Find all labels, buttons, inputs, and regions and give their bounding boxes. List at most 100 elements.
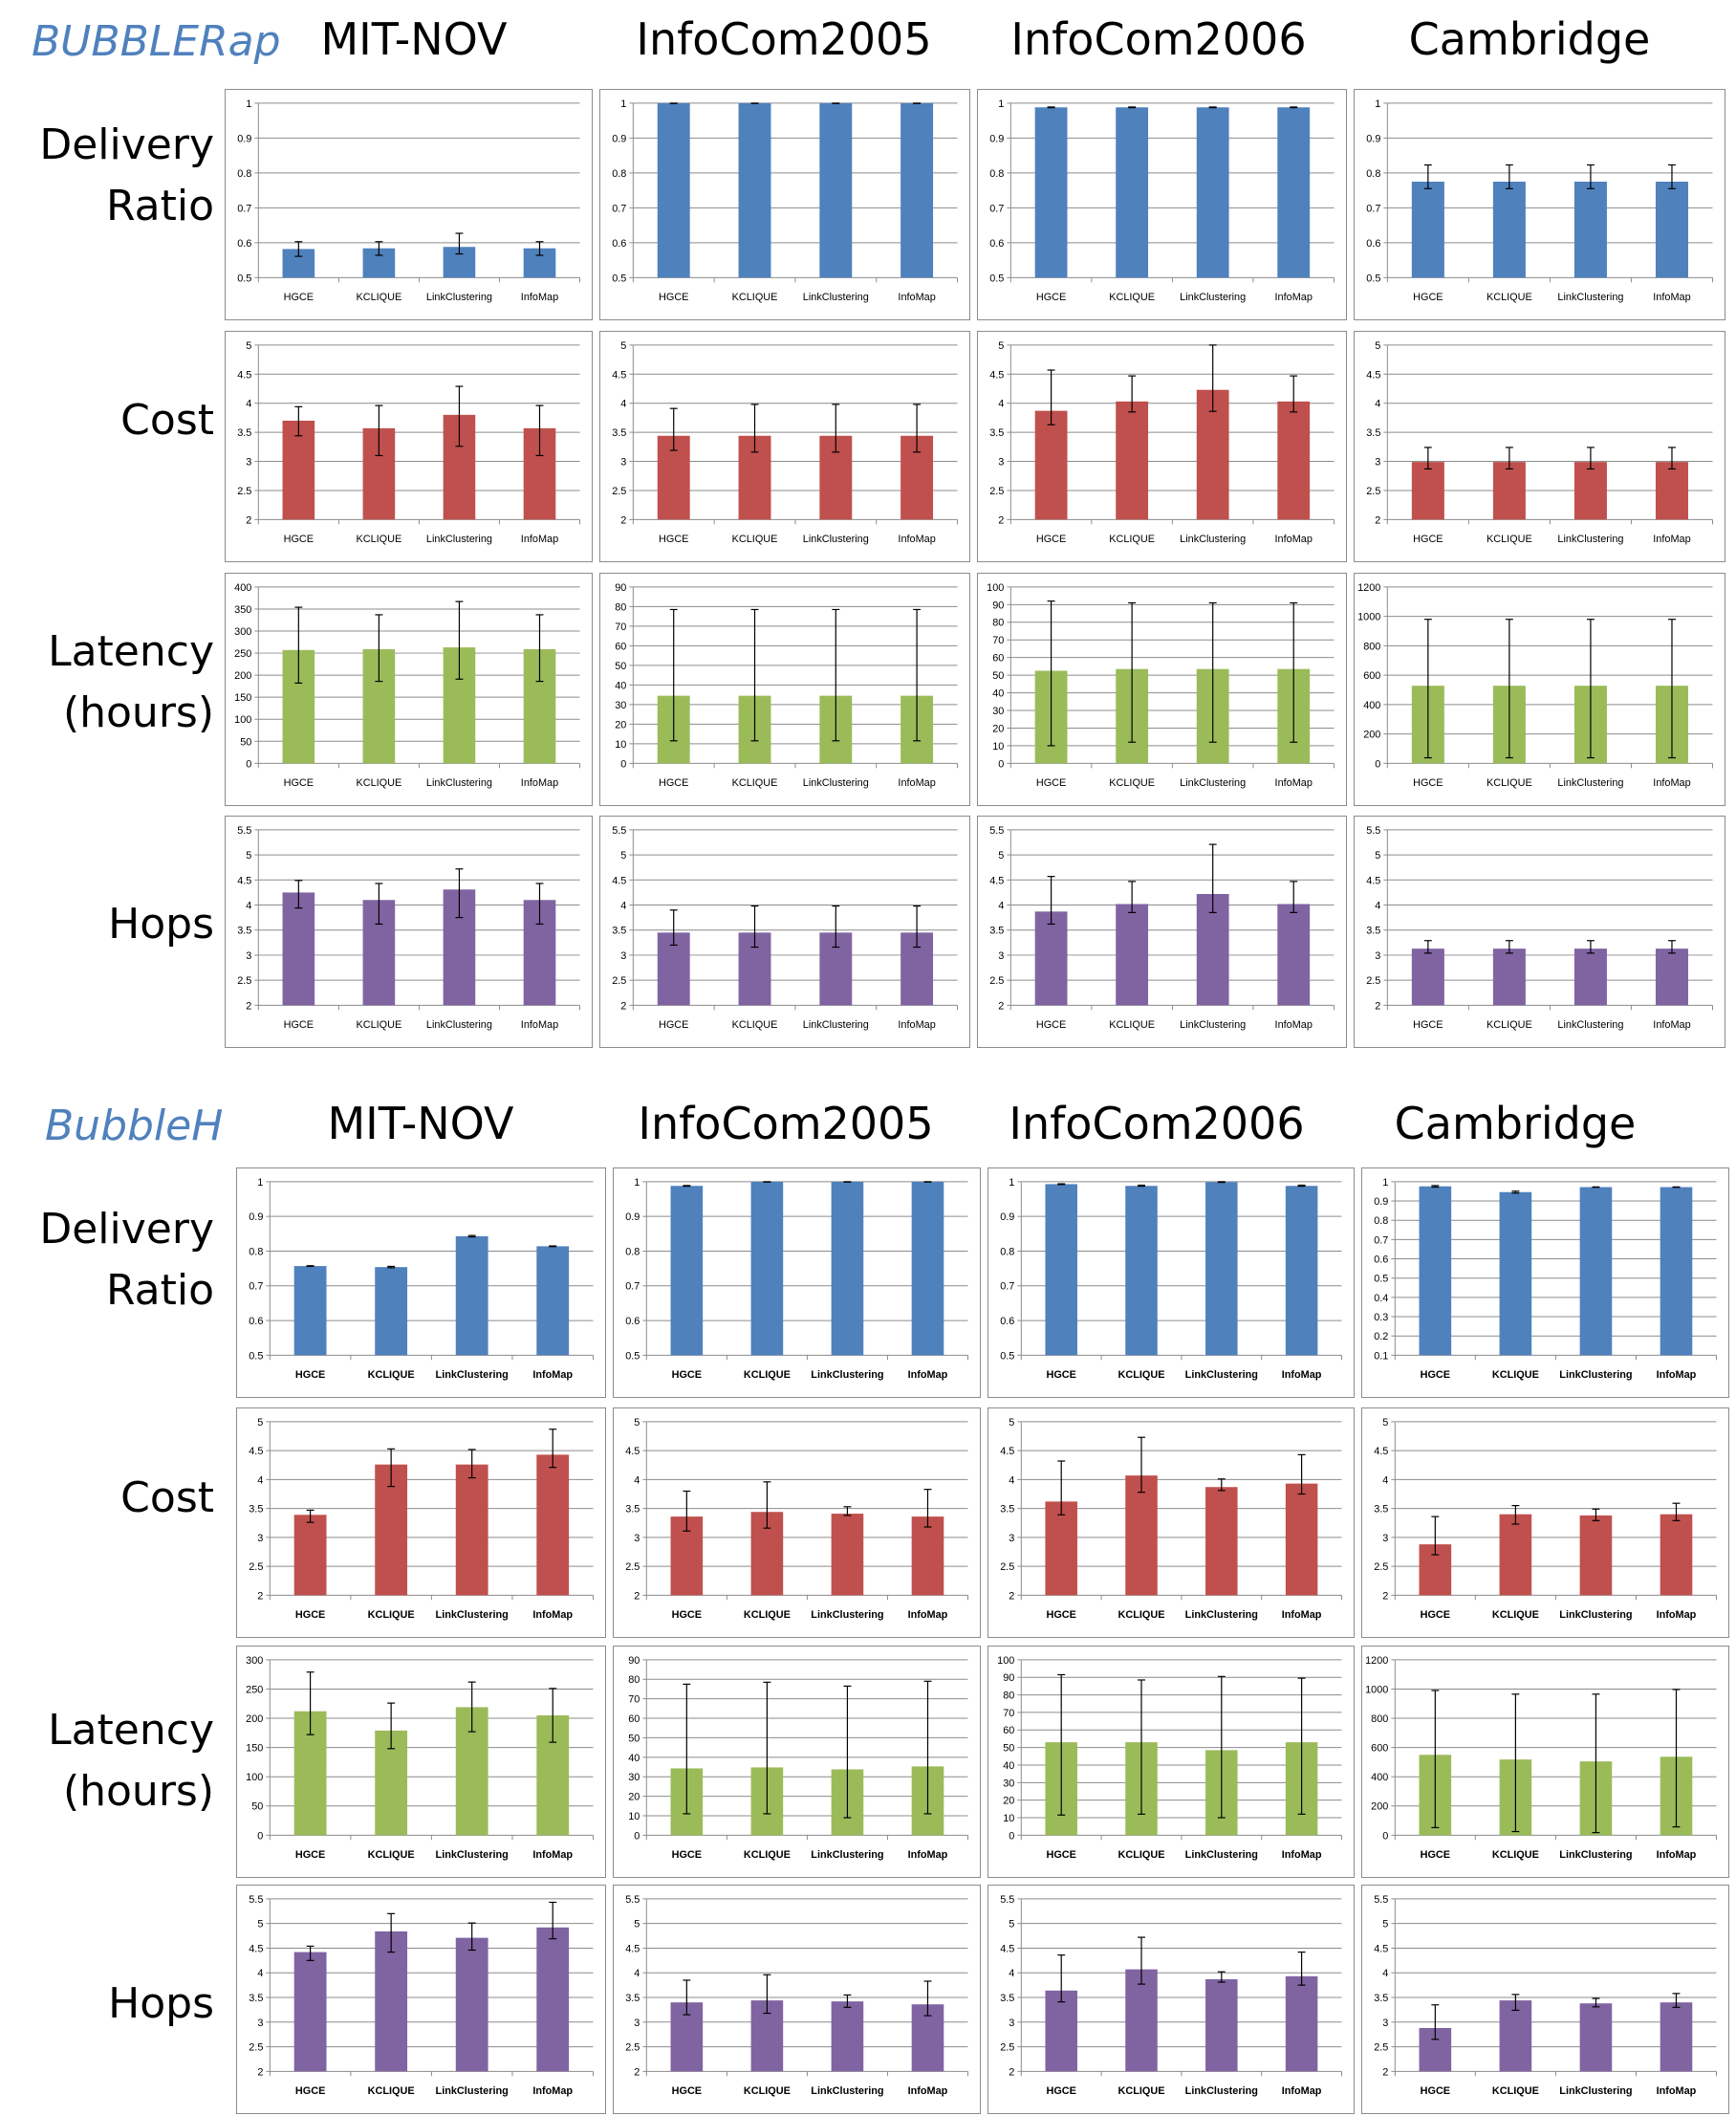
y-tick-label: 150 <box>246 1743 263 1755</box>
x-category-label: HGCE <box>1413 777 1443 789</box>
bar-hgce <box>1419 1186 1452 1356</box>
y-tick-label: 20 <box>628 1792 640 1803</box>
bar-infomap <box>1277 107 1311 278</box>
y-tick-label: 3.5 <box>1366 926 1380 937</box>
bar-infomap <box>536 1927 570 2072</box>
y-tick-label: 0.9 <box>1374 1196 1388 1208</box>
x-category-label: HGCE <box>284 292 314 303</box>
y-tick-label: 0.6 <box>1366 238 1380 250</box>
y-tick-label: 2.5 <box>625 2042 640 2054</box>
bar-hgce <box>670 1186 704 1356</box>
y-tick-label: 3.5 <box>1374 1993 1388 2004</box>
y-tick-label: 2.5 <box>1374 1561 1388 1573</box>
chart-svg: 0.5 0.6 0.7 0.8 0.9 1 HGCE KCLIQUE LinkClusterin… <box>237 98 581 303</box>
bar-infomap <box>1655 462 1688 520</box>
y-tick-label: 30 <box>628 1772 640 1783</box>
chart-bubbleh-infocom2006-cost: 2 2.5 3 3.5 4 4.5 5 HGCE KCLIQUE LinkClustering In… <box>987 1407 1355 1638</box>
x-category-label: KCLIQUE <box>1118 1849 1164 1861</box>
y-tick-label: 10 <box>1003 1813 1014 1824</box>
y-tick-label: 20 <box>992 723 1004 734</box>
y-tick-label: 3.5 <box>1000 1993 1014 2004</box>
y-tick-label: 800 <box>1371 1713 1388 1725</box>
y-tick-label: 4 <box>634 1968 640 1979</box>
y-tick-label: 4.5 <box>989 369 1004 381</box>
y-tick-label: 30 <box>615 700 626 711</box>
bar-infomap <box>1277 401 1311 520</box>
x-category-label: KCLIQUE <box>744 1609 791 1621</box>
y-tick-label: 2.5 <box>612 486 626 497</box>
x-category-label: LinkClustering <box>426 534 492 545</box>
x-category-label: KCLIQUE <box>732 1019 778 1031</box>
x-category-label: LinkClustering <box>803 534 869 545</box>
bar-kclique <box>1125 1186 1158 1356</box>
bar-linkclustering <box>819 102 853 278</box>
x-category-label: InfoMap <box>1657 2085 1697 2097</box>
x-category-label: HGCE <box>1046 1849 1075 1861</box>
bar-hgce <box>293 1515 327 1596</box>
y-tick-label: 0.9 <box>612 133 626 144</box>
y-tick-label: 0.5 <box>249 1350 263 1362</box>
x-category-label: HGCE <box>1421 2085 1450 2097</box>
x-category-label: InfoMap <box>1653 1019 1690 1031</box>
y-tick-label: 4.5 <box>1374 1943 1388 1954</box>
y-tick-label: 0.9 <box>249 1211 263 1223</box>
y-tick-label: 200 <box>234 670 251 682</box>
y-tick-label: 20 <box>1003 1796 1014 1807</box>
y-tick-label: 0.5 <box>625 1350 640 1362</box>
bar-infomap <box>1285 1975 1318 2072</box>
row-label-line: Delivery <box>39 1205 214 1254</box>
x-category-label: HGCE <box>1046 1609 1075 1621</box>
y-tick-label: 3 <box>998 457 1004 469</box>
y-tick-label: 5.5 <box>1374 1894 1388 1906</box>
row-label-line: Cost <box>120 396 214 445</box>
y-tick-label: 10 <box>628 1811 640 1822</box>
x-category-label: LinkClustering <box>811 2085 883 2097</box>
x-category-label: KCLIQUE <box>1118 1369 1165 1381</box>
y-tick-label: 2.5 <box>989 975 1004 987</box>
y-tick-label: 3 <box>1382 2018 1388 2029</box>
bar-kclique <box>1499 2000 1532 2072</box>
bar-linkclustering <box>455 1235 488 1356</box>
x-category-label: KCLIQUE <box>1492 1369 1539 1381</box>
y-tick-label: 70 <box>1003 1708 1014 1719</box>
bar-hgce <box>1411 182 1444 278</box>
y-tick-label: 3.5 <box>625 1993 640 2004</box>
row-label-delivery-ratio: Delivery Ratio <box>4 1199 214 1321</box>
x-category-label: KCLIQUE <box>356 1019 401 1031</box>
y-tick-label: 0.7 <box>1000 1281 1014 1293</box>
y-tick-label: 60 <box>615 641 626 652</box>
bar-infomap <box>1655 949 1688 1006</box>
bar-hgce <box>1034 410 1068 520</box>
y-tick-label: 0 <box>634 1830 640 1842</box>
chart-bubblerap-mit-nov-delivery: 0.5 0.6 0.7 0.8 0.9 1 HGCE KCLIQUE LinkClusterin… <box>225 89 593 320</box>
chart-bubblerap-mit-nov-hops: 2 2.5 3 3.5 4 4.5 5 5.5 HGCE KCLIQUE LinkClusterin… <box>225 816 593 1048</box>
y-tick-label: 4 <box>257 1968 263 1979</box>
y-tick-label: 40 <box>615 680 626 691</box>
y-tick-label: 3.5 <box>989 926 1004 937</box>
y-tick-label: 100 <box>246 1772 263 1783</box>
y-tick-label: 80 <box>1003 1691 1014 1702</box>
y-tick-label: 4 <box>998 900 1004 911</box>
y-tick-label: 5.5 <box>612 825 626 837</box>
bar-infomap <box>1277 904 1311 1006</box>
y-tick-label: 3.5 <box>625 1504 640 1516</box>
bar-kclique <box>1125 1969 1158 2072</box>
y-tick-label: 2.5 <box>1366 975 1380 987</box>
y-tick-label: 70 <box>628 1694 640 1706</box>
x-category-label: InfoMap <box>521 292 558 303</box>
x-category-label: LinkClustering <box>1185 1849 1258 1861</box>
x-category-label: HGCE <box>1421 1369 1450 1381</box>
y-tick-label: 2 <box>1375 514 1380 526</box>
row-label-hops: Hops <box>4 894 214 955</box>
y-tick-label: 0.5 <box>612 273 626 284</box>
y-tick-label: 200 <box>246 1713 263 1725</box>
chart-bubbleh-infocom2005-cost: 2 2.5 3 3.5 4 4.5 5 HGCE KCLIQUE LinkClustering In… <box>613 1407 981 1638</box>
chart-bubblerap-infocom2005-hops: 2 2.5 3 3.5 4 4.5 5 5.5 HGCE KCLIQUE LinkClusterin… <box>599 816 970 1048</box>
bar-kclique <box>1499 1514 1532 1596</box>
y-tick-label: 4.5 <box>1374 1446 1388 1457</box>
chart-bubblerap-mit-nov-cost: 2 2.5 3 3.5 4 4.5 5 HGCE KCLIQUE LinkClustering In… <box>225 331 593 562</box>
x-category-label: KCLIQUE <box>744 1369 791 1381</box>
chart-svg: 2 2.5 3 3.5 4 4.5 5 HGCE KCLIQUE LinkClustering In… <box>249 1417 594 1621</box>
y-tick-label: 350 <box>234 604 251 616</box>
dataset-title-infocom2006: InfoCom2006 <box>1010 13 1307 65</box>
